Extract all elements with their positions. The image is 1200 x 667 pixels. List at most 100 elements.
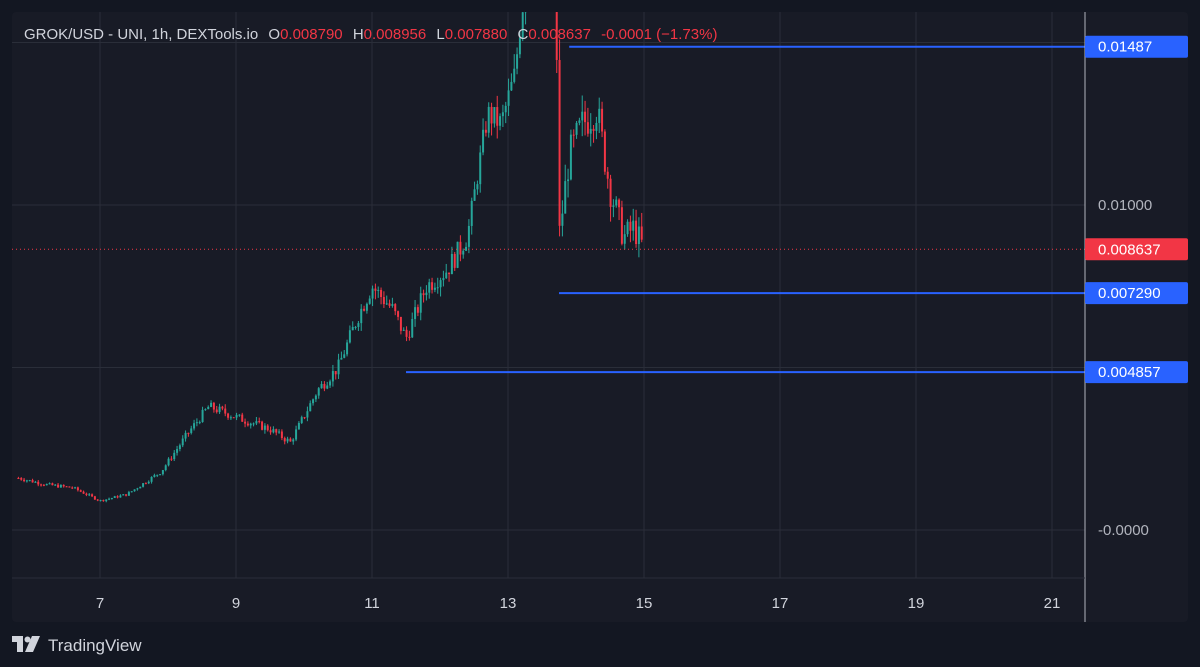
candle-body: [411, 319, 414, 338]
x-tick-label: 9: [232, 595, 240, 612]
close-label: C: [517, 26, 529, 43]
candle-body: [462, 250, 465, 255]
chart-panel[interactable]: 791113151719210.025000.020000.01000-0.00…: [12, 12, 1188, 622]
candle-body: [54, 484, 57, 486]
candle-body: [606, 171, 609, 179]
price-levels: [12, 45, 1085, 374]
candle-body: [207, 406, 210, 410]
candle-body: [496, 107, 499, 126]
candle-body: [204, 409, 207, 411]
candle-body: [382, 297, 385, 305]
high-value: 0.008956: [363, 26, 427, 43]
low-label: L: [436, 26, 445, 43]
candle-body: [422, 293, 425, 296]
x-tick-label: 19: [908, 595, 925, 612]
candle-body: [394, 304, 397, 312]
candle-body: [147, 481, 150, 484]
candle-body: [79, 490, 82, 492]
candle-body: [351, 327, 354, 331]
candle-body: [363, 308, 366, 311]
candle-body: [484, 129, 487, 133]
candle-body: [476, 184, 479, 190]
candle-body: [388, 303, 391, 306]
candle-body: [453, 253, 456, 268]
candle-body: [368, 298, 371, 304]
candle-body: [244, 421, 247, 424]
candle-body: [516, 54, 519, 69]
candle-body: [323, 383, 326, 389]
candle-body: [575, 122, 578, 135]
candle-body: [567, 179, 570, 182]
candle-body: [252, 423, 255, 425]
candle-body: [365, 303, 368, 311]
candle-body: [193, 423, 196, 429]
candlestick-chart[interactable]: 791113151719210.025000.020000.01000-0.00…: [12, 12, 1188, 622]
candle-body: [448, 272, 451, 275]
candle-body: [133, 489, 136, 492]
candle-body: [62, 484, 65, 487]
price-level-tag-label: 0.007290: [1098, 285, 1161, 302]
candle-body: [57, 484, 60, 488]
candle-body: [93, 496, 96, 500]
candle-body: [558, 59, 561, 226]
candle-body: [357, 323, 360, 327]
candle-body: [442, 278, 445, 281]
candle-body: [272, 429, 275, 433]
candle-body: [25, 480, 28, 482]
candle-body: [309, 403, 312, 412]
x-tick-label: 21: [1044, 595, 1061, 612]
price-level-tag: [1085, 361, 1188, 384]
candle-body: [629, 221, 632, 231]
candle-body: [181, 438, 184, 446]
candle-body: [405, 329, 408, 337]
candle-body: [419, 293, 422, 313]
brand-name[interactable]: TradingView: [48, 636, 142, 655]
candle-body: [246, 423, 249, 426]
candle-body: [275, 429, 278, 433]
candle-body: [331, 371, 334, 382]
candle-body: [150, 476, 153, 482]
candle-body: [144, 483, 147, 485]
candle-body: [295, 429, 298, 440]
candle-body: [521, 12, 524, 38]
tradingview-logo-icon[interactable]: [12, 635, 40, 657]
candle-body: [592, 128, 595, 131]
candle-body: [637, 226, 640, 245]
candle-body: [340, 357, 343, 360]
candle-body: [399, 316, 402, 331]
candle-body: [142, 483, 145, 487]
candle-body: [139, 486, 142, 489]
candle-body: [385, 303, 388, 305]
candle-body: [263, 425, 266, 430]
candle-body: [31, 480, 34, 483]
candle-body: [482, 129, 485, 153]
candle-body: [184, 432, 187, 439]
x-tick-label: 7: [96, 595, 104, 612]
candle-body: [176, 449, 179, 453]
candle-body: [269, 430, 272, 433]
candle-body: [479, 152, 482, 185]
candle-body: [632, 220, 635, 231]
open-value: 0.008790: [280, 26, 343, 43]
candle-body: [119, 495, 122, 498]
candle-body: [433, 287, 436, 290]
candle-body: [380, 289, 383, 298]
symbol-legend: GROK/USD - UNI, 1h, DEXTools.io O0.00879…: [24, 26, 717, 43]
candle-body: [470, 200, 473, 226]
candle-body: [113, 496, 116, 498]
candle-body: [218, 406, 221, 413]
candle-body: [569, 134, 572, 180]
candle-body: [241, 414, 244, 422]
candle-body: [201, 409, 204, 423]
candle-body: [99, 500, 102, 502]
candle-body: [473, 189, 476, 201]
price-scale-labels[interactable]: 0.030000.027290.018720.014870.0072900.00…: [1085, 12, 1188, 384]
candle-body: [40, 484, 43, 486]
candle-body: [626, 221, 629, 235]
candle-body: [51, 483, 54, 486]
candle-body: [59, 484, 62, 488]
candle-body: [76, 487, 79, 491]
close-value: 0.008637: [528, 26, 591, 43]
candle-body: [346, 342, 349, 355]
candle-body: [312, 399, 315, 404]
